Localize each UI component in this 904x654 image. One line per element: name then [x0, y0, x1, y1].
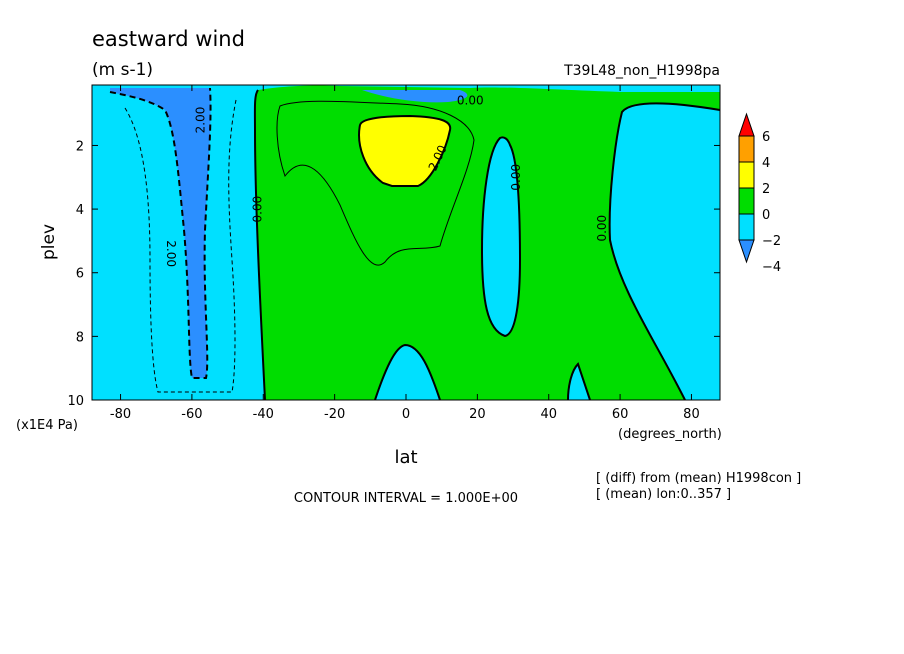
contour-pos-one [276, 100, 475, 266]
contour-zero-middle [480, 136, 522, 338]
contour-interval-text: CONTOUR INTERVAL = 1.000E+00 [294, 491, 518, 506]
contour-label: 0.00 [457, 93, 484, 107]
x-tick-label: 60 [612, 407, 629, 422]
colorbar-label: 4 [762, 156, 770, 171]
colorbar: 6 4 2 0 −2 −4 [738, 112, 781, 275]
y-tick-label: 6 [76, 267, 84, 282]
chart-title: eastward wind [92, 27, 245, 51]
contour-label: 0.00 [595, 215, 609, 242]
contour-label: 0.00 [250, 196, 264, 223]
x-tick-label: -60 [181, 407, 202, 422]
colorbar-label: 0 [762, 208, 770, 223]
contour-label: 0.00 [509, 164, 523, 191]
colorbar-label: −4 [762, 260, 781, 275]
y-tick-label: 2 [76, 139, 84, 154]
note-diff: [ (diff) from (mean) H1998con ] [596, 471, 801, 486]
region-positive-2 [359, 116, 451, 186]
y-tick-label: 4 [76, 203, 84, 218]
y-axis-title: plev [39, 224, 59, 260]
contour-zero-bottom [374, 343, 441, 400]
x-tick-label: 40 [540, 407, 557, 422]
colorbar-segment [738, 135, 755, 163]
colorbar-arrow-top [738, 112, 755, 137]
region-negative-2-top [362, 90, 468, 103]
run-label: T39L48_non_H1998pa [563, 63, 720, 79]
contour-two [358, 114, 452, 187]
x-tick-label: 0 [402, 407, 410, 422]
x-tick-label: 20 [469, 407, 486, 422]
chart-units: (m s-1) [92, 60, 153, 80]
colorbar-arrow-bottom [738, 239, 755, 264]
contour-neg-two [109, 87, 212, 379]
x-axis: -80 -60 -40 -20 0 20 40 60 80 [110, 85, 700, 422]
region-negative-island [482, 137, 520, 336]
y-axis-units: (x1E4 Pa) [16, 418, 78, 433]
x-tick-label: -40 [253, 407, 274, 422]
contour-zero-right [608, 102, 720, 400]
x-tick-label: 80 [683, 407, 700, 422]
contour-neg-one [124, 99, 237, 393]
x-axis-units: (degrees_north) [618, 427, 722, 442]
contour-zero-left [253, 89, 266, 400]
colorbar-label: −2 [762, 234, 781, 249]
colorbar-label: 6 [762, 130, 770, 145]
contour-zero-bottom2 [567, 362, 591, 400]
x-axis-title: lat [394, 447, 417, 468]
y-axis: 2 4 6 8 10 [67, 139, 720, 409]
y-tick-label: 10 [67, 394, 84, 409]
y-tick-label: 8 [76, 330, 84, 345]
note-mean: [ (mean) lon:0..357 ] [596, 487, 731, 502]
contour-label: 2.00 [164, 240, 178, 267]
colorbar-segment [738, 187, 755, 215]
region-negative-2 [110, 88, 211, 378]
x-tick-label: -80 [110, 407, 131, 422]
colorbar-segment [738, 213, 755, 241]
colorbar-segment [738, 161, 755, 189]
contour-fills [92, 85, 720, 400]
contour-label: 2.00 [193, 107, 207, 134]
colorbar-label: 2 [762, 182, 770, 197]
x-tick-label: -20 [324, 407, 345, 422]
